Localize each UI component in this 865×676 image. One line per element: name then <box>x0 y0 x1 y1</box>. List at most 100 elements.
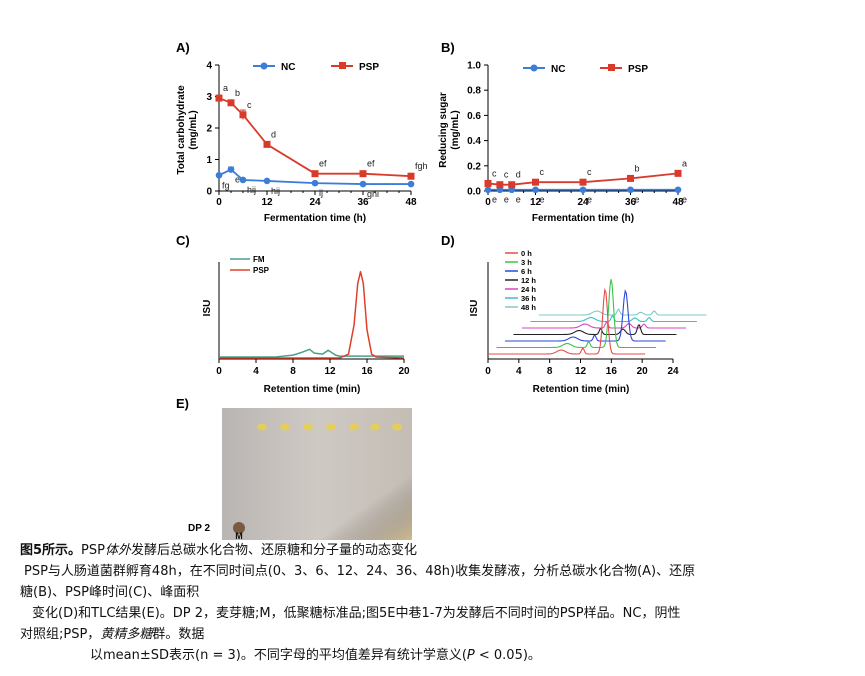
panel-a-y-tick-label: 1 <box>206 155 212 166</box>
caption-line-2: PSP与人肠道菌群孵育48h，在不同时间点(0、3、6、12、24、36、48h… <box>24 564 696 579</box>
legend-marker-nc-b <box>530 64 538 72</box>
panel-b-letter: e <box>587 195 592 205</box>
panel-c-legend: FM PSP <box>230 255 270 275</box>
panel-b-label: B) <box>441 40 455 55</box>
panel-d-x-tick-label: 8 <box>547 366 553 377</box>
panel-b-point-psp <box>496 181 504 189</box>
panel-a-letter: d <box>271 129 276 139</box>
figure-caption: 图5所示。PSP体外发酵后总碳水化合物、还原糖和分子量的动态变化 PSP与人肠道… <box>20 540 850 666</box>
panel-a-letter: ij <box>319 188 323 198</box>
panel-b-point-nc <box>532 186 539 194</box>
panel-a-point-psp <box>215 94 223 102</box>
caption-line-5b: 群。数据 <box>152 627 205 642</box>
panel-b-letter: c <box>504 170 509 180</box>
panel-a-letter: ef <box>367 159 375 169</box>
panel-b-x-tick-label: 24 <box>577 197 589 208</box>
panel-a-x-tick-label: 36 <box>357 197 369 208</box>
panel-b-point-nc <box>579 186 587 194</box>
panel-b-letter: b <box>635 163 640 173</box>
panel-a-y-tick-label: 3 <box>206 92 212 103</box>
panel-d-legend-label: 6 h <box>521 267 532 276</box>
panel-c-ylabel: ISU <box>202 300 213 317</box>
panel-d-x-tick-label: 24 <box>667 366 679 377</box>
panel-d-series-0h <box>488 288 646 355</box>
panel-b-letter: c <box>492 168 497 178</box>
panel-a-point-psp <box>407 172 415 180</box>
panel-b-plot: 0 12 24 36 480.00.20.40.60.81.0e e e e e e ec c d c c b… <box>467 61 687 209</box>
panel-a-point-psp <box>359 170 367 178</box>
tlc-plate-edge <box>222 408 412 540</box>
caption-line-6-italic: P <box>466 648 475 663</box>
panel-d-xlabel: Retention time (min) <box>533 384 630 395</box>
panel-a-letter: fgh <box>415 161 428 171</box>
panel-d-legend: 0 h3 h6 h12 h24 h36 h48 h <box>505 249 536 312</box>
panel-d-legend-label: 36 h <box>521 294 536 303</box>
panel-d-x-tick-label: 0 <box>485 366 491 377</box>
panel-a-label: A) <box>176 40 190 55</box>
panel-a-x-tick-label: 48 <box>405 197 417 208</box>
panel-b-point-psp <box>579 178 587 186</box>
panel-b-y-tick-label: 0.0 <box>467 187 481 198</box>
panel-c-series-psp <box>219 270 405 359</box>
panel-a-letter: c <box>247 100 252 110</box>
panel-b-ylabel-1: Reducing sugar <box>438 92 449 168</box>
tlc-top-spot <box>349 423 359 431</box>
panel-a-ylabel-1: Total carbohydrate <box>176 85 187 175</box>
caption-line-6: 以mean±SD表示(n = 3)。不同字母的平均值差异有统计学意义(P < 0… <box>20 645 850 666</box>
panel-b-point-psp <box>674 169 682 177</box>
panel-b-y-tick-label: 0.6 <box>467 111 481 122</box>
panel-d-legend-label: 0 h <box>521 249 532 258</box>
legend-label-nc: NC <box>281 62 295 73</box>
panel-d-x-tick-label: 12 <box>575 366 587 377</box>
panel-a-letter: hij <box>271 186 280 196</box>
panel-a-y-tick-label: 0 <box>206 187 212 198</box>
panel-c-series-fm <box>219 348 404 358</box>
caption-line-6b: < 0.05)。 <box>474 648 541 663</box>
panel-b-y-tick-label: 0.2 <box>467 161 481 172</box>
panel-c-x-tick-label: 8 <box>290 366 296 377</box>
panel-d-legend-label: 3 h <box>521 258 532 267</box>
panel-c-x-tick-label: 12 <box>324 366 336 377</box>
legend-label-psp-c: PSP <box>253 266 270 275</box>
panel-c-plot: 0 4 8 12 16 20 <box>216 262 410 377</box>
panel-d-series-3h <box>496 279 657 349</box>
caption-line-3: 糖(B)、PSP峰时间(C)、峰面积 <box>20 585 200 600</box>
panel-a-series-psp <box>218 97 412 178</box>
panel-b-letter: e <box>492 195 497 205</box>
caption-title-text: PSP <box>81 543 105 558</box>
caption-title-italic: 体外 <box>104 543 131 558</box>
panel-b-x-tick-label: 0 <box>485 197 491 208</box>
panel-b-point-psp <box>484 179 492 187</box>
panel-a-point-psp <box>263 140 271 148</box>
panel-d-plot: 0 4 8 12 16 20 24 <box>485 262 707 377</box>
panel-b-letter: e <box>540 195 545 205</box>
panel-e-label: E) <box>176 396 189 411</box>
panel-d-series-36h <box>530 314 697 323</box>
caption-line-6a: 以mean±SD表示(n = 3)。不同字母的平均值差异有统计学意义( <box>90 648 467 663</box>
panel-b-letter: a <box>682 158 687 168</box>
tlc-dp2-spot <box>233 522 245 534</box>
panel-c-x-tick-label: 4 <box>253 366 259 377</box>
panel-a-letter: b <box>235 88 240 98</box>
panel-d: D) 0 h3 h6 h12 h24 h36 h48 h 0 4 8 12 16 20 24… <box>441 233 707 395</box>
panel-b-legend: NC PSP <box>523 64 648 75</box>
panel-d-series-24h <box>521 321 687 329</box>
caption-line-5-italic: 黄精多糖 <box>100 627 153 642</box>
legend-label-fm: FM <box>253 255 265 264</box>
panel-c-x-tick-label: 20 <box>398 366 410 377</box>
panel-b-x-tick-label: 48 <box>672 197 684 208</box>
panel-a-letter: a <box>223 83 228 93</box>
panel-b-point-nc <box>627 186 634 194</box>
panel-d-legend-label: 48 h <box>521 303 536 312</box>
panel-a-letter: e <box>235 175 240 185</box>
panel-d-x-tick-label: 4 <box>516 366 522 377</box>
panel-a-x-tick-label: 0 <box>216 197 222 208</box>
panel-a-x-tick-label: 12 <box>261 197 273 208</box>
tlc-top-spot <box>280 423 290 431</box>
panel-d-series-6h <box>504 289 666 342</box>
panel-b-letter: e <box>635 195 640 205</box>
panel-a-point-nc <box>311 179 319 187</box>
